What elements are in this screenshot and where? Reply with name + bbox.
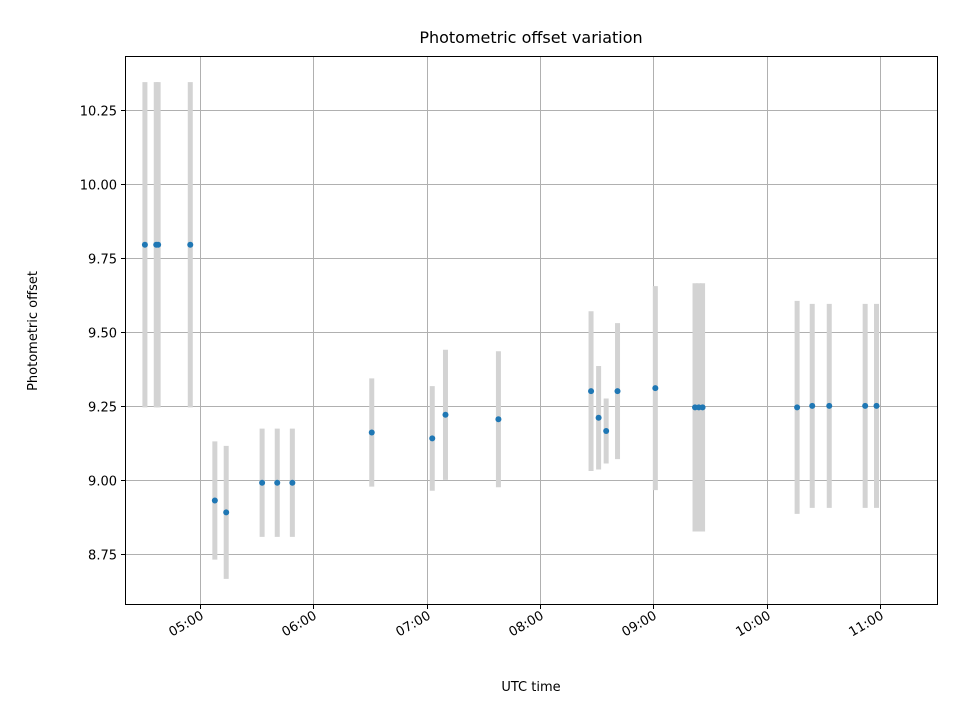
y-tick-label: 9.25 [88, 401, 117, 416]
x-tick-label: 08:00 [507, 608, 547, 640]
data-point [794, 404, 801, 411]
y-axis-label: Photometric offset [26, 271, 41, 391]
data-point [141, 241, 148, 248]
data-point [652, 385, 659, 392]
x-tick-label: 10:00 [734, 608, 774, 640]
data-point [603, 428, 610, 435]
data-point [442, 411, 449, 418]
data-point [187, 241, 194, 248]
data-point [595, 414, 602, 421]
data-point [614, 388, 621, 395]
error-bars [142, 82, 880, 579]
x-tick-label: 11:00 [847, 608, 887, 640]
chart-title: Photometric offset variation [419, 28, 642, 47]
data-point [274, 479, 281, 486]
y-tick-label: 9.50 [88, 327, 117, 342]
data-point [873, 402, 880, 409]
data-point [495, 416, 502, 423]
x-axis-label: UTC time [501, 680, 560, 695]
y-tick-label: 8.75 [88, 549, 117, 564]
data-point [429, 435, 436, 442]
data-point [588, 388, 595, 395]
data-point [699, 404, 706, 411]
y-tick-label: 9.00 [88, 475, 117, 490]
data-point [826, 402, 833, 409]
data-point [155, 241, 162, 248]
x-tick-label: 07:00 [394, 608, 434, 640]
y-tick-label: 9.75 [88, 253, 117, 268]
x-tick-label: 05:00 [167, 608, 207, 640]
data-point [368, 429, 375, 436]
data-point [289, 479, 296, 486]
plot-frame [125, 56, 938, 605]
data-point [809, 402, 816, 409]
y-tick-label: 10.00 [80, 179, 117, 194]
data-point [862, 402, 869, 409]
data-point [211, 497, 218, 504]
y-tick-label: 10.25 [80, 105, 117, 120]
x-tick-label: 09:00 [620, 608, 660, 640]
data-points [141, 241, 880, 516]
data-point [223, 509, 230, 516]
x-tick-label: 06:00 [280, 608, 320, 640]
grid-lines [126, 57, 937, 604]
data-point [259, 479, 266, 486]
